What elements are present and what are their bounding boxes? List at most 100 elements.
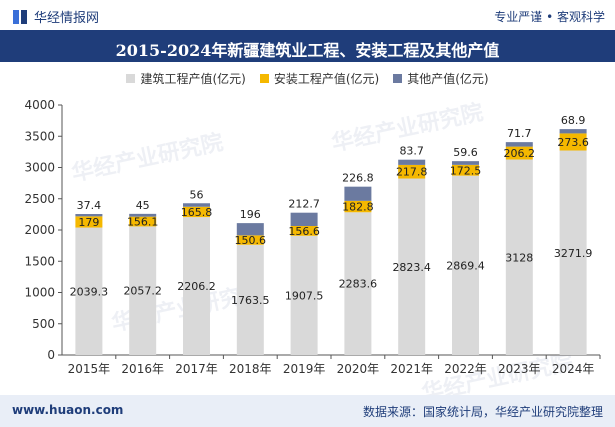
data-label-construction: 1763.5: [231, 294, 270, 307]
bar-installation: [236, 235, 264, 245]
legend-label-other: 其他产值(亿元): [407, 72, 489, 86]
x-tick-label: 2015年: [68, 362, 111, 376]
data-label-installation: 156.6: [288, 225, 320, 238]
bar-construction: [398, 178, 426, 355]
y-tick-label: 1500: [24, 254, 55, 268]
bar-other: [452, 161, 479, 165]
data-label-other: 212.7: [288, 198, 320, 211]
data-label-other: 56: [190, 188, 204, 201]
data-label-construction: 2823.4: [392, 261, 431, 274]
brand: 华经情报网: [12, 7, 99, 26]
data-label-installation: 156.1: [127, 216, 159, 229]
legend-label-construction: 建筑工程产值(亿元): [140, 72, 246, 86]
data-label-construction: 3271.9: [554, 247, 593, 260]
x-tick-label: 2016年: [121, 362, 164, 376]
tagline: 专业严谨 • 客观科学: [494, 10, 605, 24]
bar-installation: [129, 216, 157, 227]
data-label-installation: 150.6: [235, 234, 267, 247]
bar-construction: [236, 244, 264, 355]
bar-installation: [183, 206, 210, 218]
y-tick-label: 1000: [24, 286, 55, 300]
data-label-other: 196: [240, 208, 261, 221]
bar-construction: [290, 235, 318, 355]
data-label-other: 59.6: [453, 146, 478, 159]
data-label-installation: 165.8: [181, 206, 213, 219]
y-tick-label: 4000: [24, 98, 55, 112]
x-tick-label: 2022年: [444, 362, 487, 376]
title-bar: [0, 30, 615, 62]
data-label-installation: 206.2: [504, 147, 536, 160]
legend-swatch-installation: [259, 74, 269, 83]
x-tick-label: 2018年: [229, 362, 272, 376]
data-label-installation: 179: [78, 216, 99, 229]
brand-name: 华经情报网: [34, 11, 100, 26]
data-label-other: 68.9: [561, 114, 586, 127]
bar-other: [344, 186, 372, 201]
bar-other: [290, 212, 318, 226]
data-source: 数据来源：国家统计局，华经产业研究院整理: [362, 405, 603, 419]
bar-installation: [344, 200, 372, 213]
y-tick-label: 3000: [24, 161, 55, 175]
data-label-construction: 2057.2: [123, 285, 162, 298]
bar-construction: [559, 150, 587, 355]
legend: 建筑工程产值(亿元) 安装工程产值(亿元) 其他产值(亿元): [0, 70, 615, 87]
x-tick-label: 2020年: [337, 362, 380, 376]
y-tick-label: 2000: [24, 223, 55, 237]
x-tick-label: 2019年: [283, 362, 326, 376]
bar-installation: [290, 225, 318, 236]
y-tick-label: 3500: [24, 129, 55, 143]
bar-other: [183, 203, 210, 207]
site-url[interactable]: www.huaon.com: [12, 403, 124, 417]
legend-label-installation: 安装工程产值(亿元): [273, 72, 380, 86]
bar-other: [236, 223, 264, 236]
bar-construction: [344, 212, 372, 355]
bar-installation: [559, 133, 587, 151]
x-tick-label: 2024年: [552, 362, 595, 376]
x-tick-label: 2023年: [498, 362, 541, 376]
data-label-installation: 273.6: [557, 136, 589, 149]
data-label-construction: 2039.3: [70, 285, 109, 298]
data-label-installation: 182.8: [342, 201, 374, 214]
bar-other: [559, 129, 587, 134]
stacked-bar-chart: 0 500 1000 1500 2000 2500 3000 3500 4000 2039.3 17…: [24, 98, 601, 376]
top-bar: 华经情报网 专业严谨 • 客观科学: [0, 0, 615, 30]
data-label-other: 45: [136, 199, 150, 212]
legend-swatch-other: [393, 74, 403, 83]
data-label-other: 226.8: [342, 172, 374, 185]
bar-other: [129, 213, 157, 217]
bar-construction: [129, 226, 157, 355]
data-label-construction: 3128: [505, 251, 533, 264]
bar-other: [398, 159, 426, 165]
legend-item-installation: 安装工程产值(亿元): [259, 70, 380, 87]
data-label-construction: 2869.4: [446, 259, 485, 272]
x-tick-label: 2021年: [390, 362, 433, 376]
footer-bar: [0, 395, 615, 427]
bar-installation: [452, 164, 479, 176]
legend-item-other: 其他产值(亿元): [393, 70, 489, 87]
bar-construction: [505, 159, 533, 355]
data-label-construction: 1907.5: [285, 289, 324, 302]
y-tick-label: 500: [32, 317, 55, 331]
bar-construction: [183, 217, 210, 355]
bar-installation: [505, 146, 533, 160]
bar-installation: [75, 216, 103, 228]
bar-other: [505, 142, 533, 147]
data-label-construction: 2283.6: [339, 278, 378, 291]
legend-swatch-construction: [126, 74, 136, 83]
legend-item-construction: 建筑工程产值(亿元): [126, 70, 246, 87]
brand-logo-icon: [13, 9, 27, 24]
chart-title: 2015-2024年新疆建筑业工程、安装工程及其他产值: [115, 41, 500, 60]
y-tick-label: 0: [47, 348, 55, 362]
data-label-installation: 172.5: [450, 164, 482, 177]
bar-installation: [398, 164, 426, 179]
bar-other: [75, 214, 103, 217]
bar-construction: [452, 175, 479, 355]
data-label-construction: 2206.2: [177, 280, 216, 293]
data-label-other: 71.7: [507, 127, 532, 140]
data-label-other: 37.4: [77, 199, 102, 212]
data-label-installation: 217.8: [396, 166, 428, 179]
bar-construction: [75, 227, 103, 355]
x-tick-label: 2017年: [175, 362, 218, 376]
y-tick-label: 2500: [24, 192, 55, 206]
